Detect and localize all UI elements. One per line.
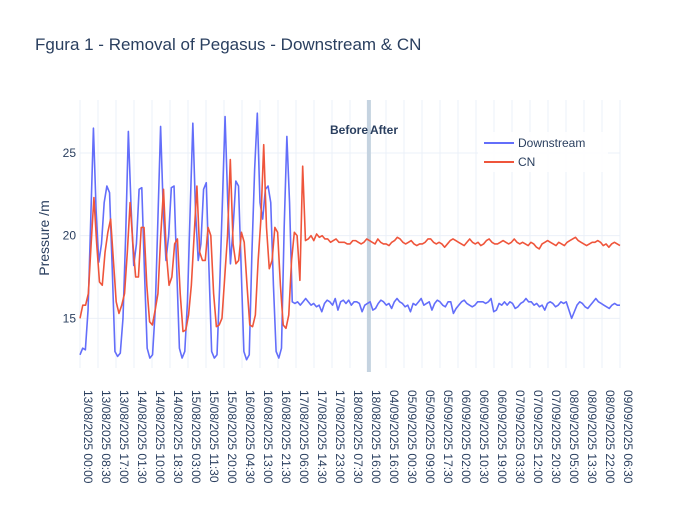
- x-tick-label: 06/09/2025 10:30: [477, 390, 491, 484]
- x-tick-label: 05/09/2025 00:30: [405, 390, 419, 484]
- legend-label: CN: [518, 155, 535, 169]
- legend-item-cn[interactable]: CN: [484, 155, 535, 169]
- x-tick-label: 16/08/2025 21:30: [279, 390, 293, 484]
- x-tick-label: 17/08/2025 14:30: [315, 390, 329, 484]
- x-tick-label: 07/09/2025 20:30: [549, 390, 563, 484]
- x-tick-label: 16/08/2025 13:00: [261, 390, 275, 484]
- x-tick-label: 06/09/2025 02:00: [459, 390, 473, 484]
- x-tick-label: 18/08/2025 07:30: [351, 390, 365, 484]
- y-tick-labels: 15 20 25: [63, 146, 77, 325]
- series-line-downstream[interactable]: [79, 112, 620, 361]
- annotation-after: After: [370, 123, 398, 137]
- legend-item-downstream[interactable]: Downstream: [484, 136, 585, 150]
- x-tick-label: 04/09/2025 16:00: [387, 390, 401, 484]
- chart-title: Fgura 1 - Removal of Pegasus - Downstrea…: [35, 35, 421, 54]
- legend[interactable]: Downstream CN: [478, 132, 608, 172]
- y-tick-label: 15: [63, 311, 77, 325]
- x-tick-labels: 13/08/2025 00:00 13/08/2025 08:30 13/08/20…: [81, 390, 635, 484]
- annotation-before: Before: [330, 123, 368, 137]
- legend-background: [478, 132, 608, 172]
- y-axis-label: Pressure /m: [36, 200, 52, 275]
- x-tick-label: 15/08/2025 11:30: [207, 390, 221, 483]
- x-tick-label: 13/08/2025 17:00: [117, 390, 131, 484]
- x-tick-label: 06/09/2025 19:00: [495, 390, 509, 484]
- y-tick-label: 25: [63, 146, 77, 160]
- x-tick-label: 14/08/2025 18:30: [171, 390, 185, 484]
- x-tick-label: 16/08/2025 04:30: [243, 390, 257, 484]
- x-tick-label: 14/08/2025 10:00: [153, 390, 167, 484]
- legend-label: Downstream: [518, 136, 585, 150]
- x-tick-label: 08/09/2025 22:00: [603, 390, 617, 484]
- x-tick-label: 15/08/2025 03:00: [189, 390, 203, 484]
- x-tick-label: 07/09/2025 12:00: [531, 390, 545, 484]
- x-tick-label: 17/08/2025 06:00: [297, 390, 311, 484]
- x-tick-label: 13/08/2025 08:30: [99, 390, 113, 484]
- y-tick-label: 20: [63, 229, 77, 243]
- x-tick-label: 05/09/2025 09:00: [423, 390, 437, 484]
- x-tick-label: 17/08/2025 23:00: [333, 390, 347, 484]
- x-tick-label: 15/08/2025 20:00: [225, 390, 239, 484]
- series-layer: [79, 112, 621, 361]
- x-tick-label: 08/09/2025 05:00: [567, 390, 581, 484]
- x-tick-label: 13/08/2025 00:00: [81, 390, 95, 484]
- x-tick-label: 09/09/2025 06:30: [621, 390, 635, 484]
- x-tick-label: 07/09/2025 03:30: [513, 390, 527, 484]
- x-tick-label: 05/09/2025 17:30: [441, 390, 455, 484]
- x-tick-label: 08/09/2025 13:30: [585, 390, 599, 484]
- annotation-layer: Before After: [330, 123, 398, 137]
- x-tick-label: 18/08/2025 16:00: [369, 390, 383, 484]
- x-tick-label: 14/08/2025 01:30: [135, 390, 149, 484]
- series-line-cn[interactable]: [79, 143, 621, 333]
